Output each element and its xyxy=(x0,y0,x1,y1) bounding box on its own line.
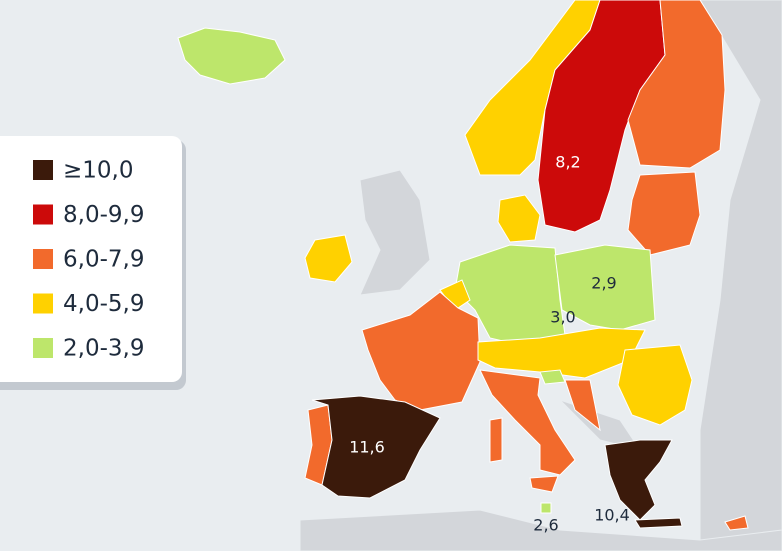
denmark xyxy=(497,194,541,243)
value-label: 2,6 xyxy=(533,516,558,535)
value-label: 10,4 xyxy=(594,506,630,525)
countries xyxy=(177,0,749,531)
spain xyxy=(311,395,441,499)
legend-label: 2,0-3,9 xyxy=(63,336,144,362)
ireland xyxy=(304,234,353,283)
iceland xyxy=(177,27,286,85)
value-label: 2,9 xyxy=(591,274,616,293)
legend-swatch xyxy=(33,338,53,358)
value-label: 3,0 xyxy=(550,308,575,327)
sicily xyxy=(529,475,559,493)
legend: ≥10,0 8,0-9,9 6,0-7,9 4,0-5,9 2,0-3,9 xyxy=(0,136,186,390)
legend-swatch xyxy=(33,160,53,180)
poland xyxy=(554,244,656,331)
legend-box xyxy=(0,136,182,382)
legend-swatch xyxy=(33,293,53,314)
sardinia xyxy=(489,417,503,463)
value-label: 11,6 xyxy=(349,438,385,457)
crete xyxy=(634,517,683,529)
france xyxy=(361,291,481,411)
croatia xyxy=(564,379,601,432)
malta xyxy=(540,502,552,514)
value-label: 8,2 xyxy=(555,153,580,172)
value-labels: 8,2 2,9 3,0 11,6 2,6 10,4 xyxy=(349,153,630,535)
central-europe xyxy=(477,327,646,379)
legend-label: 4,0-5,9 xyxy=(63,291,144,317)
finland xyxy=(627,0,726,169)
legend-swatch xyxy=(33,249,53,269)
cyprus xyxy=(724,515,749,531)
greece xyxy=(604,439,673,521)
italy xyxy=(479,369,576,476)
legend-swatch xyxy=(33,204,53,225)
romania xyxy=(617,344,693,426)
legend-label: 6,0-7,9 xyxy=(63,247,144,273)
legend-label: ≥10,0 xyxy=(63,158,133,184)
baltics xyxy=(627,171,701,256)
slovenia xyxy=(539,369,566,385)
legend-label: 8,0-9,9 xyxy=(63,202,144,228)
